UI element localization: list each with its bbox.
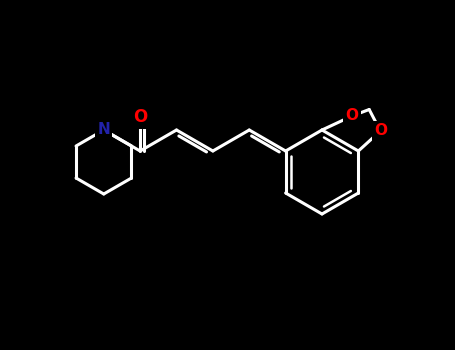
Text: O: O — [374, 124, 387, 139]
Text: N: N — [97, 122, 110, 138]
Text: O: O — [133, 108, 147, 126]
Text: O: O — [345, 108, 359, 124]
